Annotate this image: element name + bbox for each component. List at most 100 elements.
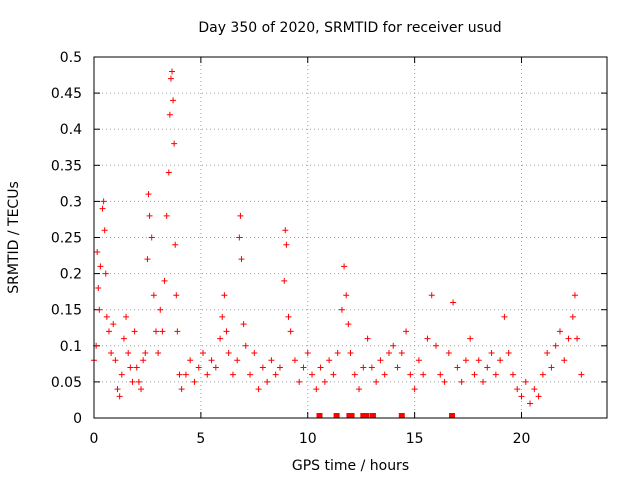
data-point <box>221 292 228 299</box>
data-point <box>237 212 244 219</box>
data-point <box>264 378 271 385</box>
data-point <box>475 357 482 364</box>
data-point <box>129 378 136 385</box>
data-point <box>407 371 414 378</box>
y-tick-label: 0.45 <box>51 86 82 102</box>
y-tick-label: 0.2 <box>60 267 82 283</box>
data-point <box>552 342 559 349</box>
data-point <box>167 75 174 82</box>
data-point <box>330 371 337 378</box>
data-point <box>161 277 168 284</box>
data-points <box>91 68 585 407</box>
data-point <box>229 371 236 378</box>
x-tick-label: 20 <box>513 431 531 447</box>
data-point <box>480 378 487 385</box>
chart-title: Day 350 of 2020, SRMTID for receiver usu… <box>198 20 501 36</box>
data-point <box>165 169 172 176</box>
data-point <box>140 357 147 364</box>
data-point <box>341 263 348 270</box>
data-point <box>110 321 117 328</box>
data-point <box>234 357 241 364</box>
data-point <box>544 350 551 357</box>
data-point <box>420 371 427 378</box>
data-point <box>212 364 219 371</box>
data-point <box>458 378 465 385</box>
gap-marker <box>369 413 376 418</box>
data-point <box>283 241 290 248</box>
data-point <box>514 386 521 393</box>
data-point <box>377 357 384 364</box>
data-point <box>251 350 258 357</box>
data-point <box>394 364 401 371</box>
data-point <box>272 371 279 378</box>
data-point <box>334 350 341 357</box>
data-point <box>501 313 508 320</box>
data-point <box>99 205 106 212</box>
data-point <box>368 364 375 371</box>
data-point <box>445 350 452 357</box>
data-point <box>178 386 185 393</box>
data-point <box>338 306 345 313</box>
data-point <box>285 313 292 320</box>
data-point <box>217 335 224 342</box>
data-point <box>138 386 145 393</box>
data-point <box>116 393 123 400</box>
x-axis-ticks: 0 5 10 15 20 <box>90 57 531 447</box>
data-point <box>497 357 504 364</box>
data-point <box>385 350 392 357</box>
data-point <box>441 378 448 385</box>
data-point <box>282 227 289 234</box>
data-point <box>223 328 230 335</box>
y-tick-label: 0.15 <box>51 303 82 319</box>
data-point <box>527 400 534 407</box>
data-point <box>424 335 431 342</box>
data-point <box>574 335 581 342</box>
data-point <box>114 386 121 393</box>
data-point <box>268 357 275 364</box>
x-tick-label: 0 <box>90 431 99 447</box>
gap-marker <box>360 413 367 418</box>
data-point <box>112 357 119 364</box>
data-point <box>131 328 138 335</box>
data-point <box>182 371 189 378</box>
data-point <box>411 386 418 393</box>
data-point <box>170 97 177 104</box>
data-point <box>317 364 324 371</box>
y-tick-label: 0.1 <box>60 339 82 355</box>
data-point <box>415 357 422 364</box>
data-point <box>454 364 461 371</box>
data-point <box>505 350 512 357</box>
gap-marker <box>316 413 323 418</box>
data-point <box>321 378 328 385</box>
data-point <box>163 212 170 219</box>
data-point <box>159 328 166 335</box>
data-point <box>242 342 249 349</box>
y-tick-label: 0.5 <box>60 50 82 66</box>
data-point <box>195 364 202 371</box>
data-point <box>146 212 153 219</box>
data-point <box>219 313 226 320</box>
gap-marker <box>363 413 370 418</box>
data-point <box>345 321 352 328</box>
data-point <box>488 350 495 357</box>
data-point <box>291 357 298 364</box>
plot-frame <box>93 56 608 419</box>
data-point <box>118 371 125 378</box>
data-point <box>287 328 294 335</box>
data-point <box>518 393 525 400</box>
y-tick-label: 0.35 <box>51 158 82 174</box>
data-point <box>403 328 410 335</box>
data-point <box>247 371 254 378</box>
data-point <box>148 234 155 241</box>
data-point <box>300 364 307 371</box>
data-point <box>462 357 469 364</box>
data-point <box>309 371 316 378</box>
data-point <box>433 342 439 349</box>
data-point <box>347 350 354 357</box>
x-tick-label: 10 <box>299 431 317 447</box>
data-point <box>351 371 358 378</box>
data-point <box>150 292 157 299</box>
data-point <box>105 328 112 335</box>
data-point <box>187 357 194 364</box>
